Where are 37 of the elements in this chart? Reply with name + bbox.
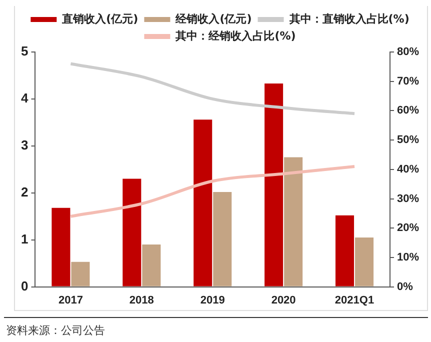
line-series: [69, 164, 356, 218]
legend-label: 经销收入(亿元): [174, 12, 252, 26]
x-tick-label: 2018: [129, 294, 154, 306]
bar: [122, 178, 142, 286]
bar: [354, 237, 374, 286]
bar: [335, 215, 354, 286]
y2-tick-label: 0%: [396, 280, 414, 293]
legend-label: 直销收入(亿元): [61, 12, 138, 26]
x-tick-label: 2017: [58, 294, 83, 306]
y-tick-label: 5: [20, 44, 28, 59]
y2-tick-label: 40%: [396, 163, 420, 176]
x-tick-label: 2021Q1: [334, 294, 374, 306]
y-tick-label: 0: [20, 278, 28, 294]
y-tick-label: 3: [20, 138, 28, 152]
y2-tick-label: 10%: [396, 251, 420, 264]
legend-label: 其中：经销收入占比(%): [174, 29, 296, 42]
line-series: [69, 62, 356, 116]
bar: [194, 120, 212, 286]
y-tick-label: 1: [20, 231, 28, 246]
y2-tick-label: 30%: [396, 192, 420, 205]
y2-tick-label: 70%: [396, 75, 420, 88]
bar: [52, 208, 70, 286]
y2-tick-label: 20%: [396, 222, 420, 234]
bar: [142, 244, 161, 286]
bar: [264, 83, 284, 286]
x-tick-label: 2019: [200, 294, 225, 306]
bar: [71, 262, 90, 286]
bar: [284, 157, 303, 286]
legend-label: 其中：直销收入占比(%): [288, 12, 410, 26]
y-tick-label: 4: [20, 90, 29, 106]
y2-tick-label: 60%: [396, 104, 420, 117]
y2-tick-label: 80%: [396, 46, 420, 58]
y-tick-label: 2: [20, 184, 28, 200]
x-tick-label: 2020: [271, 294, 296, 306]
bar: [213, 192, 232, 286]
text: 资料来源：公司公告: [6, 324, 105, 338]
y2-tick-label: 50%: [396, 134, 420, 146]
